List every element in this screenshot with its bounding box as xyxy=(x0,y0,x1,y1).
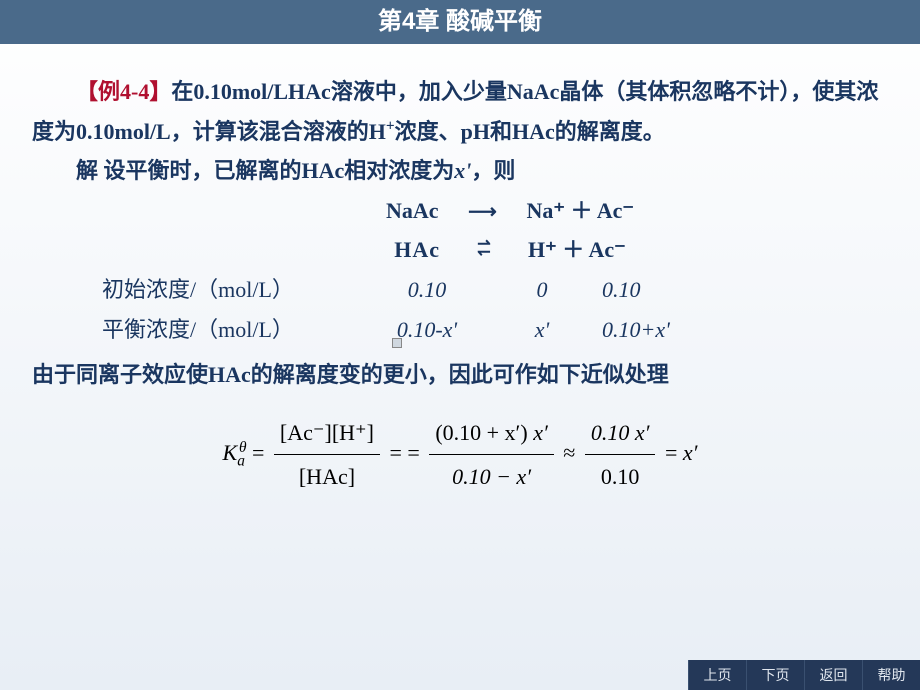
rxn2-right: H⁺ ＋ Ac⁻ xyxy=(528,230,626,270)
k-symbol: K xyxy=(223,440,238,465)
frac2-den: 0.10 − x′ xyxy=(429,455,553,497)
help-button[interactable]: 帮助 xyxy=(862,660,920,690)
equil-c3: 0.10+x' xyxy=(592,310,732,350)
example-label: 【例4-4】 xyxy=(76,79,171,104)
slide: 第4章 酸碱平衡 【例4-4】在0.10mol/LHAc溶液中，加入少量NaAc… xyxy=(0,0,920,690)
eq-sign-2: = = xyxy=(390,440,420,465)
approx-sign: ≈ xyxy=(563,440,575,465)
formula-rhs: x′ xyxy=(683,440,698,465)
initial-label: 初始浓度/（mol/L） xyxy=(102,270,362,310)
frac3-num: 0.10 x′ xyxy=(585,413,656,456)
initial-c2: 0 xyxy=(492,270,592,310)
initial-c3: 0.10 xyxy=(592,270,732,310)
reaction-2: HAc ⇀↽ H⁺ ＋ Ac⁻ xyxy=(32,230,888,270)
initial-c1: 0.10 xyxy=(362,270,492,310)
solution-var: x' xyxy=(454,158,471,183)
rxn1-left: NaAc xyxy=(386,191,439,231)
arrow-equilibrium-icon: ⇀↽ xyxy=(454,230,514,270)
fraction-2: (0.10 + x′) x′ 0.10 − x′ xyxy=(429,413,553,497)
eq-sign-1: = xyxy=(252,440,264,465)
frac3-den: 0.10 xyxy=(585,455,656,497)
h-plus-sup: + xyxy=(386,117,395,134)
frac1-num: [Ac⁻][H⁺] xyxy=(274,413,380,456)
prev-button[interactable]: 上页 xyxy=(688,660,746,690)
back-button[interactable]: 返回 xyxy=(804,660,862,690)
chapter-title: 第4章 酸碱平衡 xyxy=(0,0,920,44)
arrow-forward-icon: ⟶ xyxy=(452,191,512,231)
frac1-den: [HAc] xyxy=(274,455,380,497)
solution-lead: 解 设平衡时，已解离的HAc相对浓度为x'，则 xyxy=(32,151,888,191)
reaction-1: NaAc ⟶ Na⁺ ＋ Ac⁻ xyxy=(32,191,888,231)
slide-content: 【例4-4】在0.10mol/LHAc溶液中，加入少量NaAc晶体（其体积忽略不… xyxy=(0,44,920,497)
fraction-3: 0.10 x′ 0.10 xyxy=(585,413,656,497)
row-initial: 初始浓度/（mol/L） 0.10 0 0.10 xyxy=(32,270,888,310)
equil-c1: 0.10-x' xyxy=(362,310,492,350)
solution-lead-text: 解 设平衡时，已解离的HAc相对浓度为 xyxy=(76,158,454,183)
frac2-num-a: (0.10 + x′) xyxy=(435,420,527,445)
equil-label: 平衡浓度/（mol/L） xyxy=(102,310,362,350)
rxn1-right: Na⁺ ＋ Ac⁻ xyxy=(526,191,634,231)
problem-text-b: 浓度、pH和HAc的解离度。 xyxy=(395,119,665,144)
solution-tail: ，则 xyxy=(471,158,515,183)
problem-statement: 【例4-4】在0.10mol/LHAc溶液中，加入少量NaAc晶体（其体积忽略不… xyxy=(32,72,888,151)
navigation-bar: 上页 下页 返回 帮助 xyxy=(688,660,920,690)
frac2-num: (0.10 + x′) x′ xyxy=(429,413,553,456)
frac2-num-b: x′ xyxy=(533,420,548,445)
equilibrium-formula: Kaθ = [Ac⁻][H⁺] [HAc] = = (0.10 + x′) x′… xyxy=(32,413,888,497)
next-button[interactable]: 下页 xyxy=(746,660,804,690)
conclusion-text: 由于同离子效应使HAc的解离度变的更小，因此可作如下近似处理 xyxy=(32,355,888,395)
placeholder-dot-icon xyxy=(392,338,402,348)
fraction-1: [Ac⁻][H⁺] [HAc] xyxy=(274,413,380,497)
rxn2-left: HAc xyxy=(394,230,440,270)
eq-sign-3: = xyxy=(665,440,677,465)
equil-c2: x' xyxy=(492,310,592,350)
row-equilibrium: 平衡浓度/（mol/L） 0.10-x' x' 0.10+x' xyxy=(32,310,888,350)
k-sup: θ xyxy=(239,439,247,456)
